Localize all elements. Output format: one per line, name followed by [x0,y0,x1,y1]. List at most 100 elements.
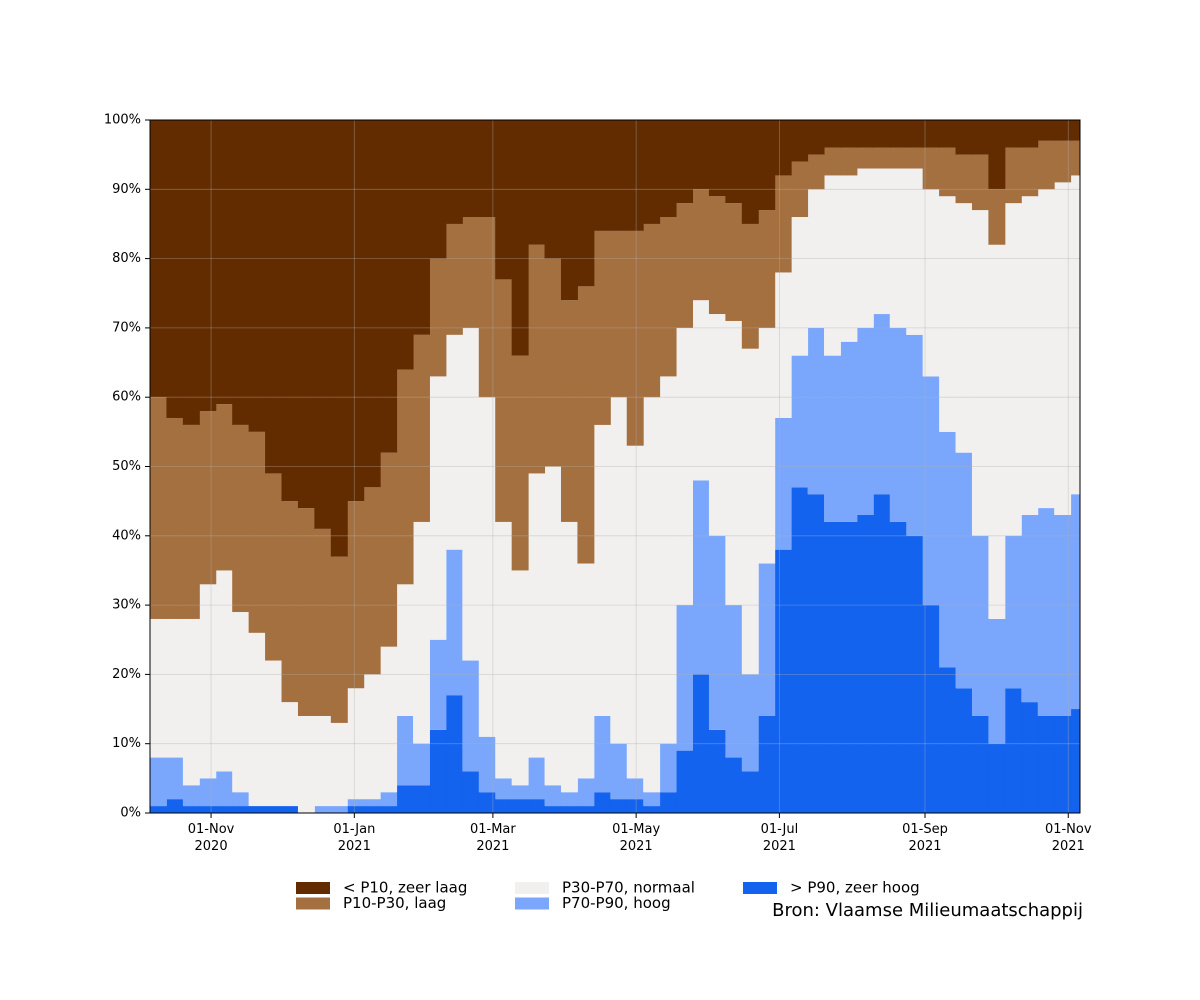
area-step [692,480,710,675]
area-step [347,501,365,689]
area-step [560,521,578,793]
area-step [281,120,299,502]
area-step [659,217,677,377]
area-step [528,757,546,800]
area-step [396,369,414,585]
area-step [824,521,841,813]
area-step [889,168,907,328]
area-step [478,792,496,813]
area-step [610,799,628,813]
area-step [560,792,578,807]
area-step [676,750,693,813]
area-step [906,334,924,536]
area-step [840,147,858,176]
area-step [774,549,792,813]
area-step [462,120,480,218]
area-step [544,806,562,813]
area-step [807,154,825,190]
area-step [741,120,759,224]
area-step [577,120,595,287]
area-step [265,120,283,474]
area-step [495,521,513,779]
area-step [725,605,743,758]
area-step [955,154,973,204]
area-step [380,646,398,793]
area-step [955,203,973,453]
area-step [511,570,529,786]
area-step [182,424,200,619]
area-step [758,120,776,211]
area-step [560,300,578,522]
area-step [544,785,562,807]
area-step [1021,702,1039,813]
area-step [445,223,463,335]
area-step [643,792,661,807]
y-tick-label: 80% [112,251,141,266]
area-step [232,792,250,807]
area-step [281,702,299,807]
area-step [281,501,299,703]
area-step [380,452,398,647]
area-step [215,806,233,813]
area-step [873,120,891,148]
area-step [758,327,776,564]
area-step [1004,120,1022,148]
area-step [478,217,496,398]
area-step [1070,120,1081,141]
area-step [774,417,792,550]
area-step [577,286,595,564]
area-step [330,556,348,723]
area-step [971,210,989,536]
area-step [593,230,611,425]
area-step [692,300,710,481]
y-tick-label: 60% [112,390,141,405]
area-step [676,203,693,328]
area-step [265,660,283,807]
area-step [824,175,841,356]
area-step [725,203,743,321]
area-step [774,175,792,273]
area-step [429,258,447,377]
x-tick-label: 01-Nov 2021 [1044,822,1092,854]
area-step [708,729,726,813]
area-step [330,120,348,557]
area-step [166,618,184,758]
area-step [791,355,809,488]
area-step [150,618,167,758]
area-step [725,320,743,606]
area-step [774,120,792,176]
area-step [939,667,957,813]
area-step [413,334,430,522]
area-step [856,327,874,516]
area-step [363,806,381,813]
area-step [1054,715,1072,813]
area-step [988,120,1006,190]
area-step [528,799,546,813]
area-step [330,722,348,807]
area-step [511,799,529,813]
area-step [396,584,414,716]
area-step [150,397,167,619]
area-step [511,355,529,571]
source: Bron: Vlaamse Milieumaatschappij [772,900,1083,921]
area-step [265,473,283,661]
area-step [1037,508,1055,716]
area-step [626,778,644,800]
area-step [791,161,809,218]
area-step [939,431,957,668]
plot-frame [149,119,1081,814]
area-step [988,618,1006,744]
area-step [1004,688,1022,813]
area-step [150,757,167,807]
area-step [544,258,562,467]
area-step [248,632,266,807]
legend-swatch [515,897,549,910]
area-step [593,715,611,793]
area-step [297,120,315,509]
area-step [297,715,315,813]
area-step [873,314,891,495]
area-step [906,168,924,335]
legend-label: P10-P30, laag [343,894,446,912]
area-step [232,120,250,425]
area-step [971,154,989,211]
